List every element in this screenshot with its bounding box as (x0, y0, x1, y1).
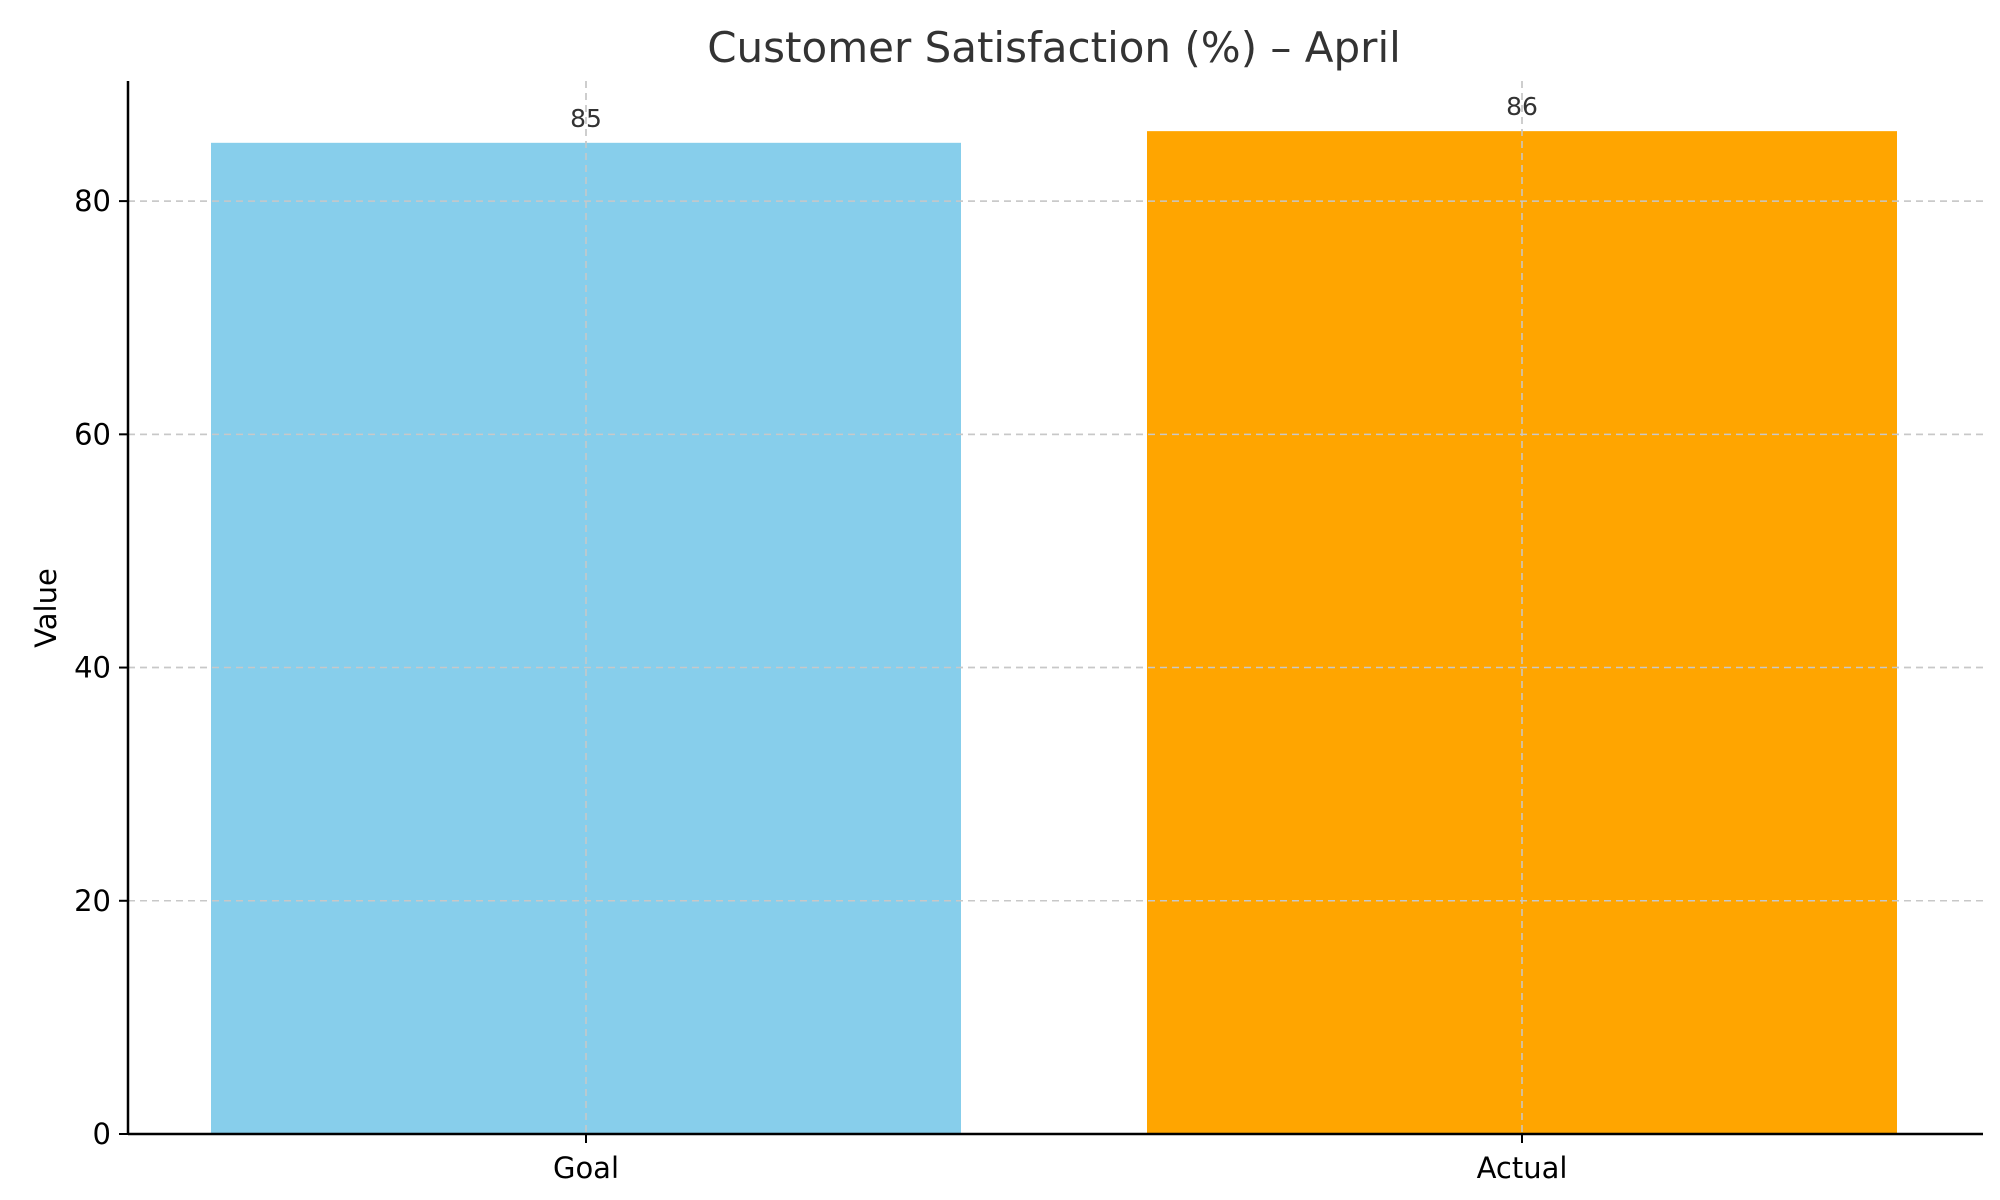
y-tick-label: 60 (74, 417, 111, 451)
y-ticks: 0 20 40 60 80 (74, 184, 128, 1151)
y-tick-label: 0 (93, 1117, 111, 1151)
x-tick-label-actual: Actual (1477, 1151, 1568, 1185)
data-labels: 85 86 (570, 92, 1538, 133)
y-axis-label: Value (29, 568, 63, 648)
y-tick-label: 20 (74, 884, 111, 918)
x-ticks: Goal Actual (553, 1134, 1567, 1185)
chart-title: Customer Satisfaction (%) – April (707, 23, 1401, 72)
data-label-goal: 85 (570, 104, 602, 133)
bars (128, 81, 1983, 1135)
data-label-actual: 86 (1506, 92, 1538, 121)
y-tick-label: 80 (74, 184, 111, 218)
y-tick-label: 40 (74, 651, 111, 685)
x-tick-label-goal: Goal (553, 1151, 619, 1185)
